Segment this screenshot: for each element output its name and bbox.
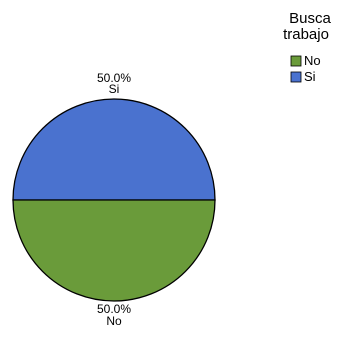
legend-title-line-2: trabajo [283, 26, 329, 43]
legend: Busca trabajo No Si [283, 10, 331, 84]
legend-label-no: No [304, 53, 321, 68]
pie-slice-si [12, 98, 216, 201]
pie-slice-no [12, 199, 216, 302]
legend-title-line-1: Busca [289, 10, 331, 27]
legend-label-si: Si [304, 69, 316, 84]
legend-swatch-no [290, 55, 302, 67]
legend-swatch-si [290, 71, 302, 83]
pie-slices [12, 98, 216, 302]
slice-value-label-no: 50.0% [97, 302, 131, 316]
slice-category-label-no: No [106, 314, 122, 328]
slice-category-label-si: Si [109, 82, 120, 96]
slice-value-label-si: 50.0% [97, 71, 131, 85]
